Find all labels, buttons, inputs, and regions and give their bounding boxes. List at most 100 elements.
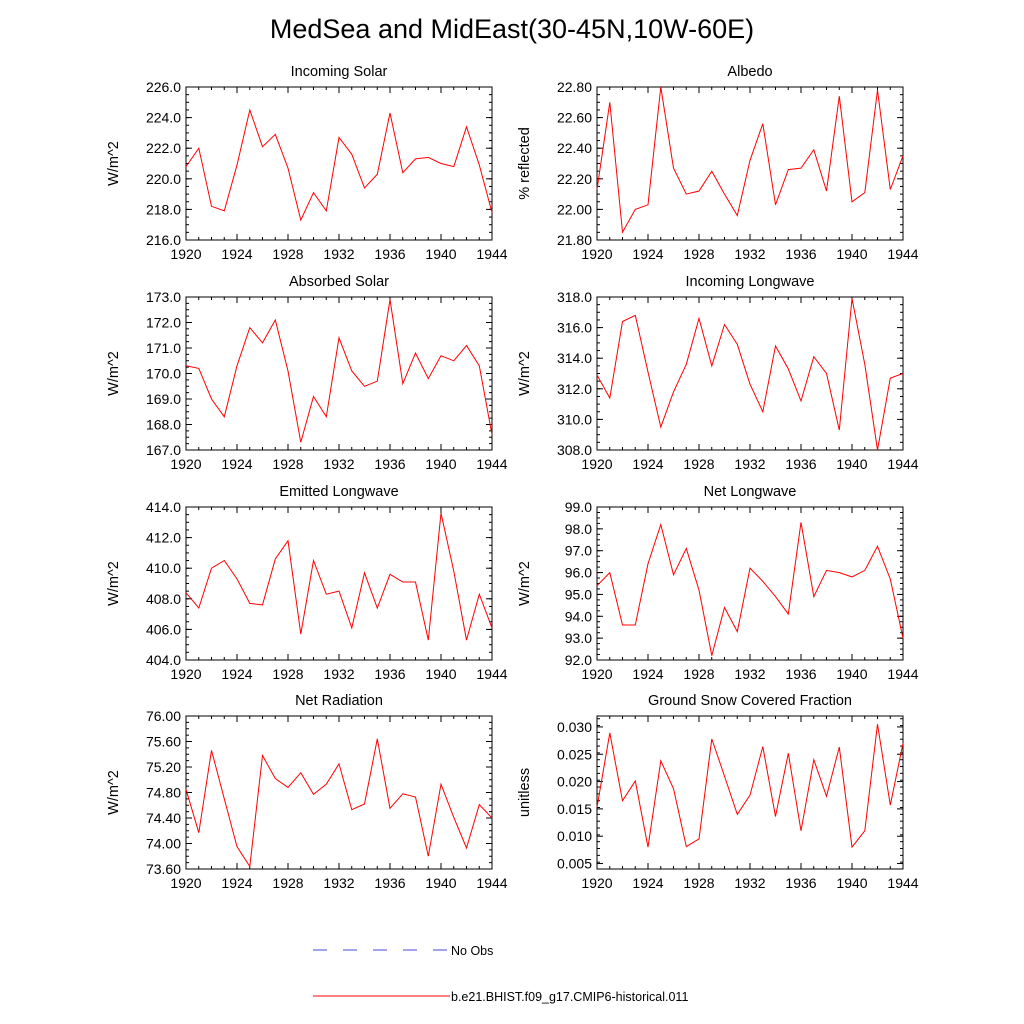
x-tick-label: 1936 [785,666,816,682]
y-tick-label: 99.0 [565,499,592,515]
x-tick-label: 1924 [221,666,252,682]
x-tick-label: 1924 [632,875,663,891]
y-tick-label: 171.0 [146,340,181,356]
x-tick-label: 1932 [734,246,765,262]
y-tick-label: 310.0 [557,411,592,427]
y-tick-label: 75.20 [146,759,181,775]
y-tick-label: 169.0 [146,391,181,407]
y-tick-label: 408.0 [146,591,181,607]
x-tick-label: 1932 [734,456,765,472]
y-tick-label: 308.0 [557,442,592,458]
x-tick-label: 1936 [374,456,405,472]
series-line [596,724,904,849]
y-tick-label: 74.00 [146,836,181,852]
y-tick-label: 21.80 [557,232,592,248]
y-axis-label: W/m^2 [517,561,533,606]
x-tick-label: 1920 [581,875,612,891]
plot-frame [596,296,904,451]
x-tick-label: 1932 [323,875,354,891]
plot-frame [185,296,493,451]
x-tick-label: 1928 [272,246,303,262]
y-axis-label: W/m^2 [517,351,533,396]
y-tick-label: 74.40 [146,810,181,826]
x-tick-label: 1944 [887,246,918,262]
series-line [596,86,904,234]
y-tick-label: 74.80 [146,785,181,801]
x-tick-label: 1936 [785,875,816,891]
y-tick-label: 22.60 [557,110,592,126]
y-axis-label: W/m^2 [106,770,122,815]
y-tick-label: 94.0 [565,608,592,624]
y-tick-label: 168.0 [146,417,181,433]
panel-title: Ground Snow Covered Fraction [648,693,852,709]
x-tick-label: 1920 [581,246,612,262]
chart-panel-5: Emitted Longwave 404.0 406.0 408.0 410.0 412.… [106,484,508,682]
panel-title: Incoming Solar [291,64,388,80]
plot-frame [185,715,493,870]
plot-frame [596,506,904,661]
y-tick-label: 414.0 [146,499,181,515]
y-tick-label: 0.020 [557,774,592,790]
x-tick-label: 1924 [221,875,252,891]
y-tick-label: 216.0 [146,232,181,248]
y-axis-label: W/m^2 [106,351,122,396]
legend: No Obs b.e21.BHIST.f09_g17.CMIP6-histori… [313,944,688,1004]
panel-title: Emitted Longwave [279,484,398,500]
x-tick-label: 1928 [683,246,714,262]
x-tick-label: 1928 [272,456,303,472]
x-tick-label: 1940 [836,456,867,472]
y-tick-label: 410.0 [146,560,181,576]
x-tick-label: 1928 [683,666,714,682]
y-tick-label: 316.0 [557,320,592,336]
y-tick-label: 222.0 [146,140,181,156]
x-tick-label: 1936 [374,246,405,262]
series-line [185,108,493,222]
y-tick-label: 220.0 [146,171,181,187]
y-tick-label: 318.0 [557,289,592,305]
y-tick-label: 22.40 [557,140,592,156]
chart-panels: Incoming Solar 216.0 218.0 220.0 222.0 224.0 2… [106,64,919,891]
series-line [185,299,493,443]
y-tick-label: 218.0 [146,201,181,217]
x-tick-label: 1924 [632,246,663,262]
x-tick-label: 1924 [221,246,252,262]
x-tick-label: 1920 [170,875,201,891]
y-tick-label: 412.0 [146,530,181,546]
x-tick-label: 1936 [785,456,816,472]
x-tick-label: 1924 [632,456,663,472]
legend-model-label: b.e21.BHIST.f09_g17.CMIP6-historical.011 [451,990,688,1004]
y-tick-label: 0.015 [557,801,592,817]
plot-frame [596,715,904,870]
y-tick-label: 22.00 [557,201,592,217]
x-tick-label: 1920 [170,246,201,262]
y-tick-label: 76.00 [146,708,181,724]
panel-title: Net Radiation [295,693,383,709]
x-tick-label: 1944 [887,875,918,891]
x-tick-label: 1940 [425,875,456,891]
page-title: MedSea and MidEast(30-45N,10W-60E) [269,14,755,44]
y-axis-label: W/m^2 [106,141,122,186]
y-tick-label: 170.0 [146,366,181,382]
chart-panel-8: Ground Snow Covered Fraction 0.005 0.010 0.… [517,693,919,891]
x-tick-label: 1940 [425,456,456,472]
chart-panel-2: Albedo 21.80 22.00 22.20 22.40 22.60 22.80 1920… [517,64,919,262]
x-tick-label: 1944 [887,456,918,472]
x-tick-label: 1944 [476,456,507,472]
x-tick-label: 1920 [170,456,201,472]
series-line [185,512,493,641]
x-tick-label: 1932 [734,666,765,682]
chart-panel-4: Incoming Longwave 308.0 310.0 312.0 314.0 316… [517,274,919,472]
series-line [596,298,904,451]
y-tick-label: 404.0 [146,652,181,668]
x-tick-label: 1940 [836,246,867,262]
y-tick-label: 224.0 [146,110,181,126]
x-tick-label: 1932 [323,456,354,472]
plot-frame [185,86,493,241]
chart-panel-6: Net Longwave 92.0 93.0 94.0 95.0 96.0 97.0 98.0… [517,484,919,682]
x-tick-label: 1944 [476,666,507,682]
panel-title: Incoming Longwave [686,274,815,290]
y-tick-label: 406.0 [146,621,181,637]
y-axis-label: % reflected [517,127,533,200]
series-line [596,522,904,656]
x-tick-label: 1928 [272,875,303,891]
